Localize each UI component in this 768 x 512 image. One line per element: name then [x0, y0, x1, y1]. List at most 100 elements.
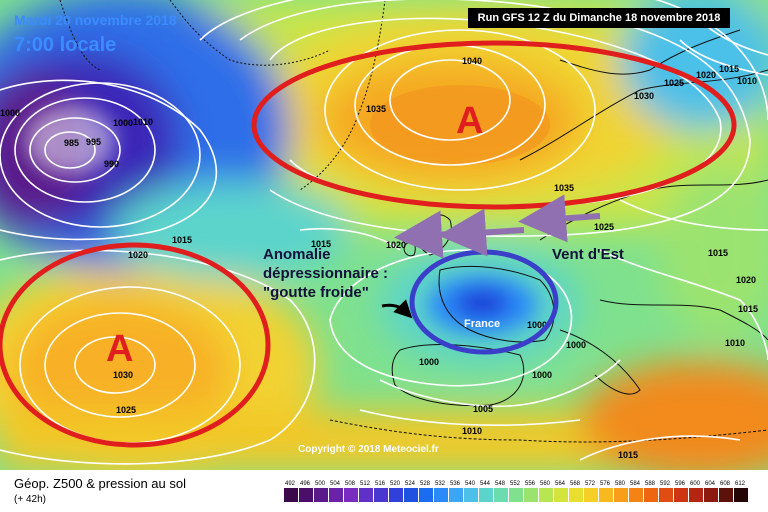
legend-subtitle: (+ 42h) — [14, 494, 46, 505]
scale-tick-label: 600 — [690, 481, 701, 487]
anomaly-annotation: Anomalie dépressionnaire : "goutte froid… — [263, 245, 388, 302]
scale-tick-label: 548 — [495, 481, 506, 487]
scale-swatch — [659, 488, 673, 502]
isobar-label: 1005 — [473, 404, 493, 414]
scale-tick-label: 516 — [375, 481, 386, 487]
scale-swatch — [644, 488, 658, 502]
scale-tick-label: 576 — [600, 481, 611, 487]
east-wind-label: Vent d'Est — [552, 246, 624, 263]
scale-tick-label: 508 — [345, 481, 356, 487]
isobar-label: 1015 — [172, 235, 192, 245]
high-pressure-outline-atlantic — [0, 242, 271, 448]
isobar-label: 1020 — [386, 240, 406, 250]
scale-swatch — [374, 488, 388, 502]
isobar-label: 1015 — [708, 248, 728, 258]
isobar-label: 1025 — [116, 405, 136, 415]
scale-swatch — [284, 488, 298, 502]
scale-tick-label: 540 — [465, 481, 476, 487]
scale-swatch — [344, 488, 358, 502]
scale-swatch — [509, 488, 523, 502]
isobar-label: 985 — [64, 138, 79, 148]
scale-tick-label: 592 — [660, 481, 671, 487]
scale-swatch — [299, 488, 313, 502]
anomaly-pointer-arrow — [381, 299, 413, 319]
isobar-label: 1015 — [738, 304, 758, 314]
isobar-label: 1010 — [725, 338, 745, 348]
isobars — [0, 0, 768, 465]
scale-swatch — [389, 488, 403, 502]
isobar-label: 1040 — [462, 56, 482, 66]
isobar-label: 1035 — [366, 104, 386, 114]
france-label: France — [464, 318, 501, 330]
scale-tick-label: 552 — [510, 481, 521, 487]
scale-tick-label: 532 — [435, 481, 446, 487]
scale-tick-label: 524 — [405, 481, 416, 487]
run-info: Run GFS 12 Z du Dimanche 18 novembre 201… — [468, 8, 730, 28]
isobar-label: 1025 — [594, 222, 614, 232]
scale-tick-label: 492 — [285, 481, 296, 487]
scale-swatch — [539, 488, 553, 502]
isobar-label: 1000 — [532, 370, 552, 380]
color-field — [0, 0, 768, 470]
anticyclone-label-north: A — [456, 100, 484, 142]
scale-swatch — [599, 488, 613, 502]
scale-swatch — [524, 488, 538, 502]
isobar-label: 1020 — [696, 70, 716, 80]
isobar-label: 990 — [104, 159, 119, 169]
anomaly-line-3: "goutte froide" — [263, 284, 369, 301]
isobar-label: 1025 — [664, 78, 684, 88]
isobar-label: 1000 — [113, 118, 133, 128]
scale-swatch — [569, 488, 583, 502]
east-wind-arrow-1 — [518, 194, 601, 243]
scale-tick-label: 580 — [615, 481, 626, 487]
scale-swatch — [329, 488, 343, 502]
scale-tick-label: 604 — [705, 481, 716, 487]
scale-tick-label: 588 — [645, 481, 656, 487]
scale-swatch — [479, 488, 493, 502]
scale-tick-label: 536 — [450, 481, 461, 487]
east-wind-arrow-3 — [394, 210, 451, 259]
scale-swatch — [494, 488, 508, 502]
scale-swatch — [629, 488, 643, 502]
isobar-label: 995 — [86, 137, 101, 147]
scale-tick-label: 608 — [720, 481, 731, 487]
scale-tick-label: 504 — [330, 481, 341, 487]
scale-tick-label: 560 — [540, 481, 551, 487]
scale-tick-label: 544 — [480, 481, 491, 487]
scale-tick-label: 596 — [675, 481, 686, 487]
scale-tick-label: 512 — [360, 481, 371, 487]
scale-swatch — [674, 488, 688, 502]
high-pressure-outline-north — [251, 40, 737, 210]
anomaly-line-2: dépressionnaire : — [263, 265, 389, 282]
scale-swatch — [404, 488, 418, 502]
isobar-label: 1035 — [554, 183, 574, 193]
scale-tick-label: 496 — [300, 481, 311, 487]
scale-tick-label: 584 — [630, 481, 641, 487]
isobar-label: 1020 — [128, 250, 148, 260]
scale-tick-label: 564 — [555, 481, 566, 487]
isobar-label: 1010 — [462, 426, 482, 436]
scale-swatch — [554, 488, 568, 502]
forecast-date: Mardi 20 novembre 2018 — [14, 12, 177, 28]
scale-tick-label: 572 — [585, 481, 596, 487]
isobar-label: 1015 — [719, 64, 739, 74]
scale-swatch — [434, 488, 448, 502]
scale-swatch — [314, 488, 328, 502]
scale-swatch — [419, 488, 433, 502]
geopotential-map: 1040 1035 1030 1025 1020 1015 1010 1035 … — [0, 0, 768, 470]
isobar-label: 1010 — [133, 117, 153, 127]
color-scale: 492 496 500 504 508 512 516 520 524 528 532 536 540 5… — [284, 481, 748, 502]
isobar-label: 1015 — [311, 239, 331, 249]
scale-swatch — [689, 488, 703, 502]
scale-swatch — [704, 488, 718, 502]
scale-tick-label: 520 — [390, 481, 401, 487]
scale-swatch — [584, 488, 598, 502]
isobar-label: 1000 — [527, 320, 547, 330]
scale-swatch — [359, 488, 373, 502]
anomaly-line-1: Anomalie — [263, 246, 331, 263]
scale-tick-label: 556 — [525, 481, 536, 487]
isobar-label: 1015 — [618, 450, 638, 460]
isobar-label: 1000 — [566, 340, 586, 350]
scale-tick-label: 528 — [420, 481, 431, 487]
